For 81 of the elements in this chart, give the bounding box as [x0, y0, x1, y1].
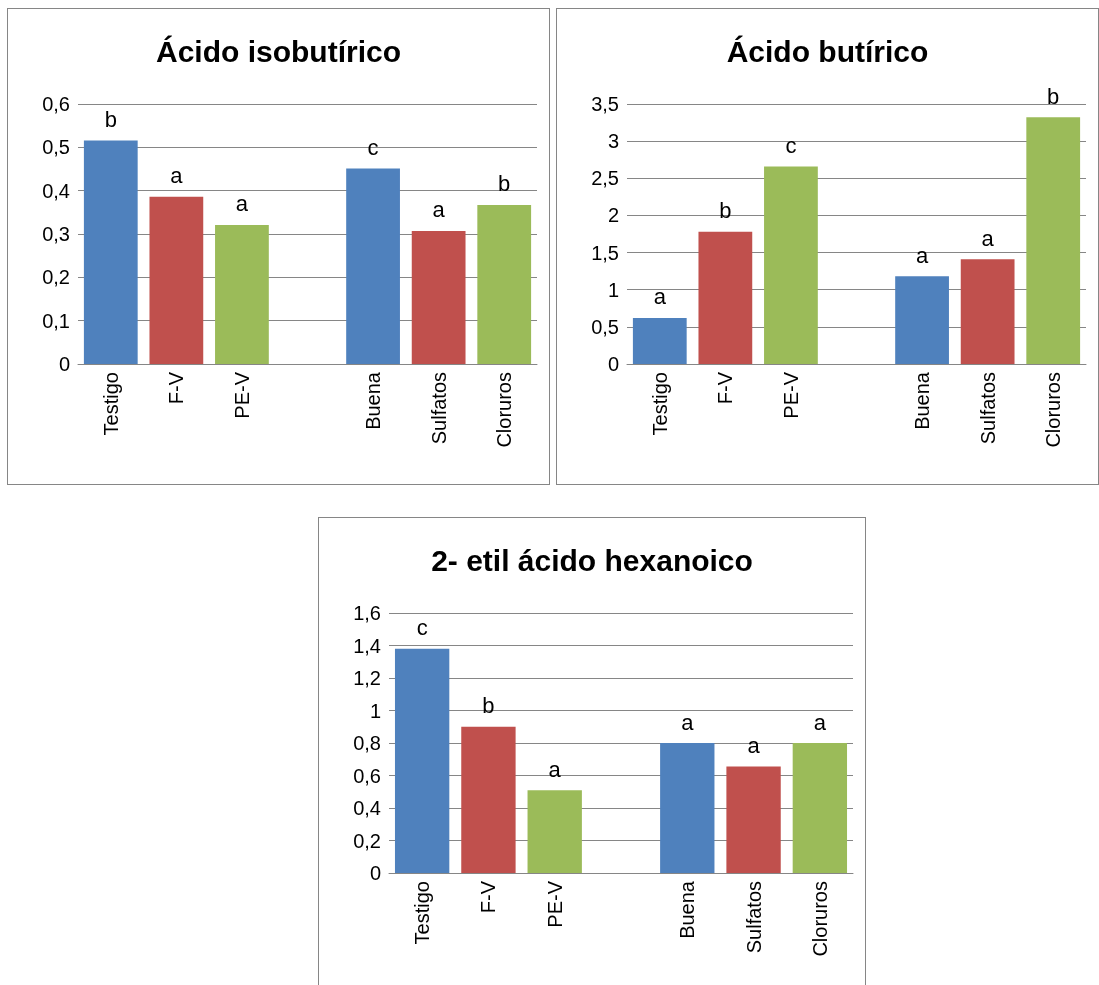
- data-label: b: [498, 171, 511, 197]
- chart-title: Ácido butírico: [726, 34, 929, 68]
- bar: [764, 166, 818, 364]
- y-tick-label: 0,4: [353, 797, 381, 819]
- x-tick-label: Testigo: [99, 372, 122, 436]
- chart-title: Ácido isobutírico: [155, 34, 402, 68]
- y-tick-label: 0,5: [42, 136, 70, 159]
- y-tick-label: 0,4: [42, 179, 70, 202]
- y-tick-label: 2,5: [591, 167, 619, 190]
- y-tick-label: 0: [369, 862, 381, 884]
- x-tick-label: F-V: [714, 371, 737, 405]
- y-tick-label: 3,5: [591, 93, 619, 115]
- y-tick-label: 0,8: [353, 732, 381, 754]
- x-tick-label: Buena: [362, 371, 385, 430]
- y-tick-label: 0,3: [42, 223, 70, 245]
- bar: [960, 259, 1015, 364]
- x-tick-label: Cloruros: [1042, 372, 1065, 448]
- bar: [83, 140, 138, 364]
- x-tick-label: PE-V: [779, 371, 802, 419]
- y-tick-label: 0,5: [591, 315, 619, 338]
- chart-title: 2- etil ácido hexanoico: [431, 543, 753, 577]
- y-tick-label: 0: [58, 353, 70, 375]
- bar: [527, 790, 582, 873]
- x-tick-label: Sulfatos: [427, 372, 450, 445]
- y-tick-label: 0,6: [42, 93, 70, 115]
- y-tick-label: 0,6: [353, 764, 381, 787]
- x-tick-label: Sulfatos: [742, 881, 765, 954]
- bar: [477, 204, 532, 364]
- data-label: a: [681, 709, 695, 735]
- y-tick-label: 1,2: [353, 667, 381, 689]
- bar: [149, 196, 204, 364]
- y-tick-label: 1,5: [591, 241, 619, 264]
- y-tick-label: 3: [607, 130, 619, 153]
- x-tick-label: Sulfatos: [976, 372, 999, 445]
- y-tick-label: 2: [607, 204, 619, 227]
- data-label: c: [416, 615, 428, 641]
- data-label: a: [915, 242, 929, 268]
- bar: [895, 276, 949, 364]
- x-tick-label: Buena: [676, 880, 699, 939]
- bar: [346, 168, 400, 364]
- x-tick-label: Cloruros: [493, 372, 516, 448]
- data-label: a: [170, 163, 184, 189]
- y-tick-label: 1: [607, 278, 619, 301]
- bar: [660, 743, 715, 873]
- bar: [698, 231, 753, 364]
- data-label: a: [747, 733, 761, 759]
- x-tick-label: Testigo: [411, 881, 434, 945]
- bar: [411, 230, 466, 364]
- bar: [215, 224, 269, 364]
- y-tick-label: 1,6: [353, 602, 381, 624]
- x-tick-label: Testigo: [648, 372, 671, 436]
- y-tick-label: 0,2: [353, 829, 381, 852]
- data-label: a: [653, 284, 667, 310]
- bar: [792, 743, 848, 873]
- data-label: c: [367, 135, 379, 161]
- data-label: a: [813, 709, 827, 735]
- data-label: a: [548, 756, 562, 782]
- y-tick-label: 0,1: [42, 309, 70, 332]
- data-label: a: [432, 197, 446, 223]
- y-tick-label: 1,4: [353, 634, 381, 657]
- x-tick-label: PE-V: [230, 371, 253, 419]
- y-tick-label: 1: [369, 699, 381, 722]
- x-tick-label: F-V: [477, 880, 500, 914]
- data-label: a: [235, 191, 249, 217]
- data-label: b: [482, 693, 495, 719]
- x-tick-label: F-V: [165, 371, 188, 405]
- bar: [632, 317, 687, 364]
- bar: [726, 766, 781, 873]
- bar: [461, 726, 516, 873]
- data-label: b: [1047, 83, 1060, 109]
- x-tick-label: Cloruros: [808, 881, 831, 957]
- data-label: b: [719, 198, 732, 224]
- x-tick-label: PE-V: [543, 880, 566, 928]
- data-label: c: [785, 132, 797, 158]
- data-label: b: [104, 106, 117, 132]
- bar: [394, 648, 450, 873]
- x-tick-label: Buena: [911, 371, 934, 430]
- y-tick-label: 0,2: [42, 266, 70, 289]
- data-label: a: [981, 225, 995, 251]
- bar: [1026, 117, 1081, 364]
- y-tick-label: 0: [607, 353, 619, 375]
